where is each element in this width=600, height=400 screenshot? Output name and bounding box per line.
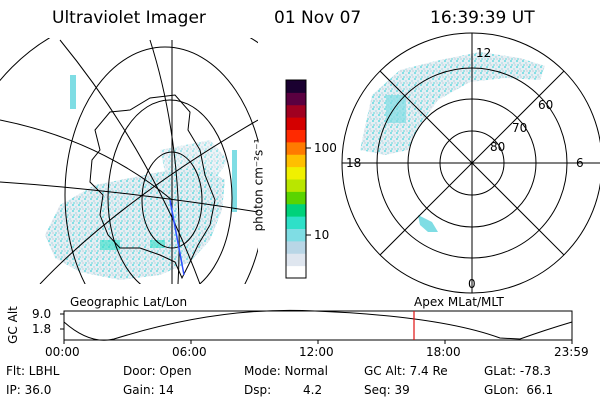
timeline-right-title: Apex MLat/MLT — [414, 295, 504, 309]
aurora-patch-polar — [360, 52, 545, 155]
colorbar-segment — [286, 166, 306, 180]
altitude-curve — [63, 309, 573, 341]
y-tick-high: 9.0 — [32, 307, 52, 321]
colorbar-segment — [286, 80, 306, 93]
x-tick-0000: 00:00 — [45, 345, 80, 359]
colorbar-segment — [286, 104, 306, 118]
colorbar-segment — [286, 154, 306, 168]
mode-info: Mode: Normal — [244, 364, 328, 378]
colorbar-segment — [286, 129, 306, 143]
glat-info: GLat: -78.3 — [484, 364, 551, 378]
geographic-map — [0, 38, 258, 284]
glon-info: GLon: 66.1 — [484, 383, 554, 397]
timeline-frame — [63, 310, 573, 341]
colorbar-segment — [286, 141, 306, 155]
lat-label-60: 60 — [538, 98, 554, 112]
colorbar-segment — [286, 240, 306, 254]
date-label: 01 Nov 07 — [274, 8, 362, 28]
coastline — [89, 94, 216, 280]
colorbar-segment — [286, 265, 306, 279]
colorbar-segment — [286, 117, 306, 130]
ip-info: IP: 36.0 — [6, 383, 52, 397]
mlt-label-6: 6 — [576, 156, 584, 170]
colorbar-segment — [286, 92, 306, 106]
lat-label-80: 80 — [490, 140, 506, 154]
gc-alt-info: GC Alt: 7.4 Re — [364, 364, 448, 378]
x-tick-1800: 18:00 — [426, 345, 461, 359]
timeline-left-title: Geographic Lat/Lon — [70, 295, 188, 309]
colorbar-tick-100: 100 — [314, 141, 337, 155]
dsp-value: 4.2 — [303, 383, 323, 397]
timeline-y-label: GC Alt — [5, 306, 20, 344]
colorbar-segment — [286, 228, 306, 242]
x-tick-2359: 23:59 — [554, 345, 589, 359]
colorbar-segment — [286, 216, 306, 229]
lat-label-70: 70 — [512, 121, 528, 135]
x-tick-1200: 12:00 — [299, 345, 334, 359]
seq-info: Seq: 39 — [364, 383, 410, 397]
colorbar-unit-label: photon cm⁻²s⁻¹ — [251, 138, 266, 232]
y-tick-low: 1.8 — [32, 322, 52, 336]
mlt-label-0: 0 — [468, 277, 476, 291]
colorbar — [286, 80, 306, 279]
colorbar-segment — [286, 179, 306, 192]
mlt-label-12: 12 — [476, 46, 492, 60]
colorbar-segment — [286, 203, 306, 217]
dsp-label: Dsp: — [244, 383, 272, 397]
instrument-title: Ultraviolet Imager — [52, 8, 206, 28]
x-tick-0600: 06:00 — [172, 345, 207, 359]
colorbar-segment — [286, 253, 306, 267]
polar-plot — [341, 32, 600, 294]
colorbar-tick-10: 10 — [314, 228, 330, 242]
door-info: Door: Open — [123, 364, 192, 378]
gain-info: Gain: 14 — [123, 383, 174, 397]
filter-info: Flt: LBHL — [6, 364, 60, 378]
colorbar-segment — [286, 191, 306, 205]
mlt-label-18: 18 — [346, 156, 362, 170]
time-label: 16:39:39 UT — [430, 8, 535, 28]
